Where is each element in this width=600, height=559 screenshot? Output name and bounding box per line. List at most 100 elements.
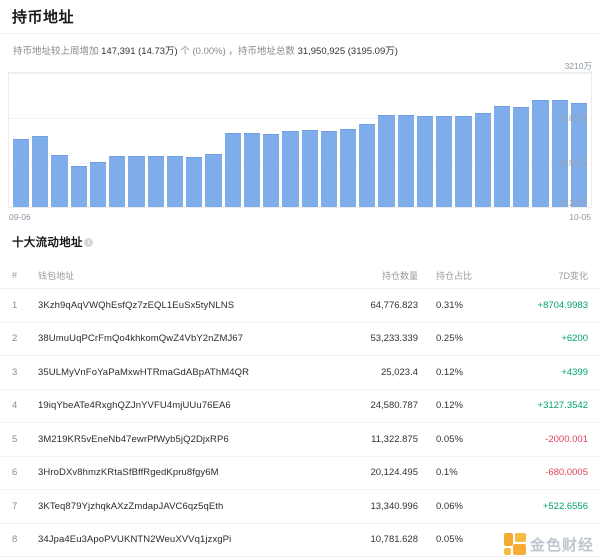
- table-row[interactable]: 1 3Kzh9qAqVWQhEsfQz7zEQL1EuSx5tyNLNS 64,77…: [0, 289, 600, 323]
- cell-amount: 11,322.875: [371, 433, 418, 445]
- bar[interactable]: [32, 135, 49, 207]
- cell-amount: 13,340.996: [370, 500, 418, 512]
- bar[interactable]: [186, 156, 203, 207]
- column-header-amount: 持仓数量: [381, 270, 418, 281]
- cell-change: -2000.001: [545, 433, 588, 445]
- cell-rank: 3: [12, 366, 18, 378]
- cell-percent: 0.12%: [436, 400, 463, 412]
- gridline: [9, 73, 591, 74]
- bar[interactable]: [109, 156, 126, 207]
- column-header-address: 钱包地址: [38, 270, 75, 281]
- cell-rank: 2: [12, 333, 18, 345]
- bar[interactable]: [493, 105, 511, 207]
- table-row[interactable]: 2 38UmuUqPCrFmQo4khkomQwZ4VbY2nZMJ67 53,23…: [0, 323, 600, 356]
- cell-change: +3127.3542: [537, 400, 588, 412]
- bar[interactable]: [166, 156, 184, 207]
- cell-address[interactable]: 19iqYbeATe4RxghQZJnYVFU4mjUUu76EA6: [38, 400, 231, 412]
- cell-address[interactable]: 3HroDXv8hmzKRtaSfBffRgedKpru8fgy6M: [38, 467, 219, 479]
- cell-change: +6200: [561, 333, 588, 345]
- cell-change: +522.6556: [542, 500, 588, 512]
- cell-rank: 4: [12, 400, 18, 412]
- column-header-rank: #: [12, 270, 18, 280]
- watermark: 金色财经: [503, 533, 594, 555]
- bar[interactable]: [224, 132, 241, 207]
- gridline: [9, 118, 591, 119]
- cell-rank: 5: [12, 433, 18, 445]
- cell-rank: 7: [12, 500, 18, 512]
- bar[interactable]: [147, 156, 164, 207]
- bar[interactable]: [474, 112, 491, 207]
- bar[interactable]: [243, 133, 261, 207]
- y-axis-label: 3180万: [559, 113, 587, 123]
- cell-percent: 0.05%: [436, 534, 463, 546]
- bar[interactable]: [551, 100, 568, 207]
- table-row[interactable]: 7 3KTeq879YjzhqkAXzZmdapJAVC6qz5qEth 13,34…: [0, 490, 600, 524]
- summary-mid: 个 (0.00%) ，持币地址总数: [177, 46, 298, 57]
- bar[interactable]: [128, 156, 145, 207]
- page-title: 持币地址: [12, 9, 75, 26]
- y-axis-label: 3150万: [559, 158, 587, 168]
- y-axis-label: 3120万: [559, 198, 587, 208]
- bar[interactable]: [263, 134, 280, 207]
- bar[interactable]: [89, 162, 107, 207]
- cell-change: +4399: [561, 366, 588, 378]
- table-row[interactable]: 5 3M219KR5vEneNb47ewrPfWyb5jQ2DjxRP6 11,32…: [0, 423, 600, 457]
- cell-change: +8704.9983: [537, 299, 588, 311]
- bar[interactable]: [416, 116, 434, 207]
- header-divider: [0, 33, 600, 34]
- cell-amount: 25,023.4: [381, 366, 418, 378]
- summary-delta: 147,391 (14.73万): [101, 46, 178, 57]
- bar[interactable]: [455, 116, 472, 207]
- cell-amount: 53,233.339: [370, 333, 418, 345]
- cell-percent: 0.12%: [436, 366, 463, 378]
- cell-address[interactable]: 3M219KR5vEneNb47ewrPfWyb5jQ2DjxRP6: [38, 433, 229, 445]
- bar[interactable]: [51, 154, 68, 207]
- top-addresses-table: # 钱包地址 持仓数量 持仓占比 7D变化 1 3Kzh9qAqVWQhEsfQz…: [0, 262, 600, 557]
- cell-rank: 6: [12, 467, 18, 479]
- bar-series: [13, 73, 588, 207]
- info-icon[interactable]: i: [84, 238, 93, 247]
- watermark-text: 金色财经: [529, 535, 594, 554]
- table-row[interactable]: 8 34Jpa4Eu3ApoPVUKNTN2WeuXVVq1jzxgPi 10,78…: [0, 524, 600, 557]
- table-row[interactable]: 4 19iqYbeATe4RxghQZJnYVFU4mjUUu76EA6 24,58…: [0, 390, 600, 423]
- column-header-change: 7D变化: [558, 270, 588, 281]
- cell-rank: 1: [12, 299, 18, 311]
- cell-address[interactable]: 38UmuUqPCrFmQo4khkomQwZ4VbY2nZMJ67: [38, 333, 244, 345]
- bar[interactable]: [570, 102, 588, 207]
- table-header-row: # 钱包地址 持仓数量 持仓占比 7D变化: [0, 262, 600, 289]
- cell-address[interactable]: 34Jpa4Eu3ApoPVUKNTN2WeuXVVq1jzxgPi: [38, 534, 232, 546]
- cell-amount: 10,781.628: [370, 534, 418, 546]
- jinse-logo-icon: [503, 533, 526, 555]
- bar[interactable]: [513, 107, 530, 207]
- bar[interactable]: [320, 131, 337, 207]
- cell-amount: 64,776.823: [370, 299, 418, 311]
- bar[interactable]: [359, 123, 376, 207]
- cell-percent: 0.31%: [436, 299, 463, 311]
- bar[interactable]: [397, 114, 414, 207]
- x-axis-label-start: 09-06: [9, 212, 31, 222]
- bar[interactable]: [13, 139, 30, 207]
- cell-percent: 0.05%: [436, 433, 463, 445]
- bar[interactable]: [301, 129, 318, 207]
- cell-rank: 8: [12, 534, 18, 546]
- bar[interactable]: [339, 129, 357, 207]
- cell-address[interactable]: 3Kzh9qAqVWQhEsfQz7zEQL1EuSx5tyNLNS: [38, 299, 235, 311]
- bar[interactable]: [282, 130, 299, 207]
- holders-summary: 持币地址较上周增加 147,391 (14.73万) 个 (0.00%) ，持币…: [13, 43, 398, 57]
- cell-change: -680.0005: [545, 467, 588, 479]
- cell-amount: 20,124.495: [370, 467, 418, 479]
- bar[interactable]: [70, 166, 87, 207]
- cell-address[interactable]: 3KTeq879YjzhqkAXzZmdapJAVC6qz5qEth: [38, 500, 224, 512]
- bar[interactable]: [436, 116, 453, 207]
- bar[interactable]: [205, 153, 222, 207]
- cell-percent: 0.25%: [436, 333, 463, 345]
- bar[interactable]: [532, 100, 549, 207]
- table-row[interactable]: 3 35ULMyVnFoYaPaMxwHTRmaGdABpAThM4QR 25,02…: [0, 356, 600, 390]
- table-row[interactable]: 6 3HroDXv8hmzKRtaSfBffRgedKpru8fgy6M 20,12…: [0, 457, 600, 490]
- cell-amount: 24,580.787: [370, 400, 418, 412]
- holders-bar-chart: 3180万 3150万 3120万: [8, 72, 592, 208]
- cell-address[interactable]: 35ULMyVnFoYaPaMxwHTRmaGdABpAThM4QR: [38, 366, 250, 378]
- bar[interactable]: [378, 114, 395, 207]
- cell-percent: 0.1%: [436, 467, 458, 479]
